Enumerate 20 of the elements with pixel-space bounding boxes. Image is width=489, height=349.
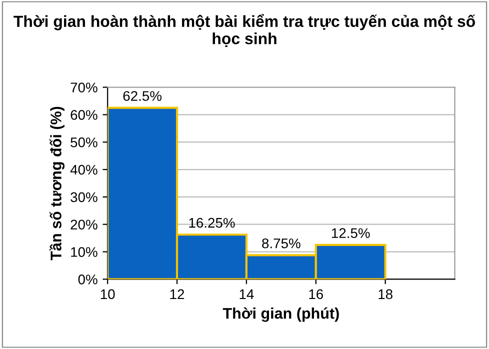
x-tick-label: 16 — [309, 289, 324, 300]
y-tick-label: 0% — [78, 274, 98, 284]
x-axis-title: Thời gian (phút) — [222, 307, 339, 322]
x-tick-label: 14 — [240, 289, 254, 299]
y-tick-label: 10% — [71, 247, 98, 257]
data-label: 62.5% — [123, 91, 162, 101]
data-label: 16.25% — [189, 218, 235, 228]
y-tick-label: 50% — [70, 137, 98, 148]
y-tick-label: 70% — [70, 82, 98, 92]
data-label: 12.5% — [332, 228, 370, 238]
y-axis-title: Tần số tương đối (%) — [50, 106, 65, 260]
x-tick-label: 12 — [170, 289, 184, 299]
y-tick-label: 20% — [70, 220, 98, 230]
y-tick-label: 60% — [70, 110, 98, 120]
y-tick-label: 30% — [70, 192, 98, 202]
chart-title: Thời gian hoàn thành một bài kiểm tra trực tuyến của một số học sinh — [14, 14, 476, 47]
data-label: 8.75% — [262, 238, 300, 248]
x-tick-label: 10 — [100, 289, 115, 300]
y-tick-label: 40% — [70, 164, 98, 175]
x-tick-label: 18 — [378, 289, 392, 300]
